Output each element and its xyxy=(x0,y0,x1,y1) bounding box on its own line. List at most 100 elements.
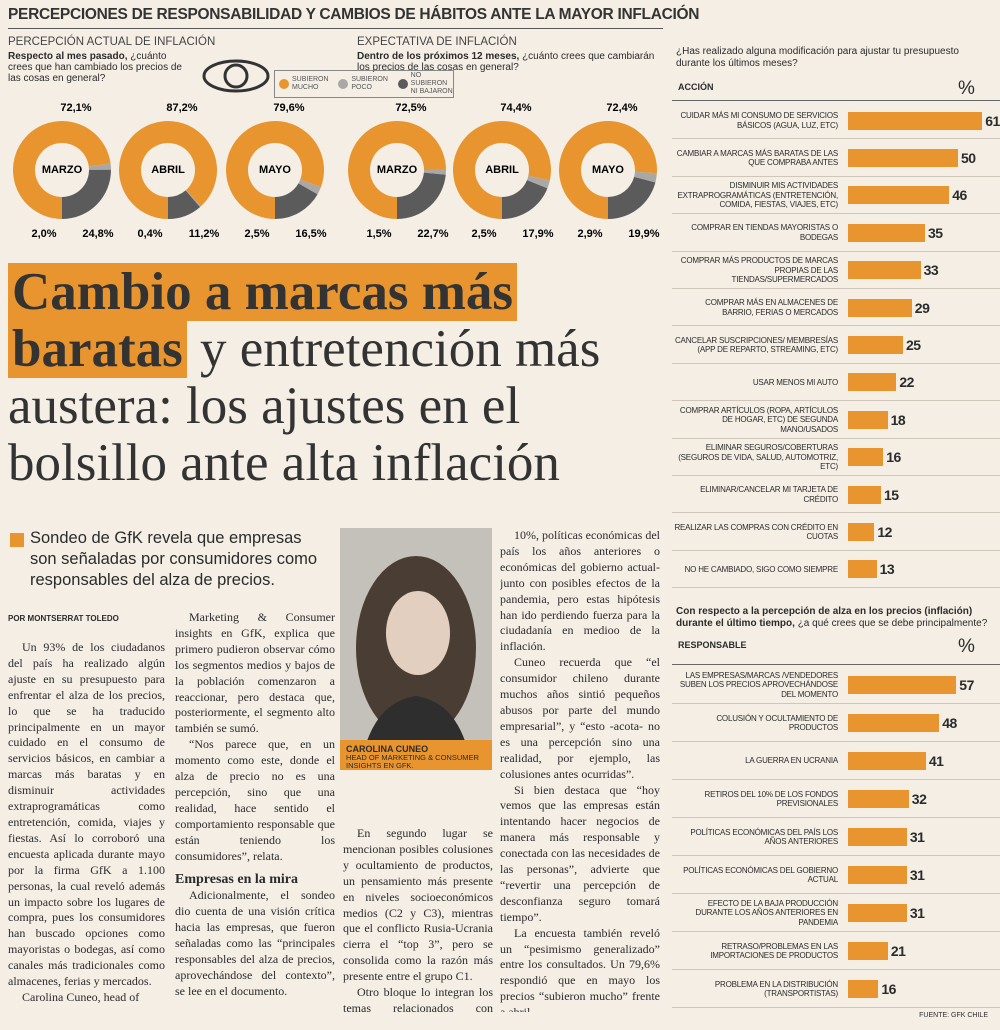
donut-value-label: 2,9% xyxy=(577,228,602,240)
legend-item: SUBIERON MUCHO xyxy=(279,76,334,92)
group-question: Dentro de los próximos 12 meses, ¿cuánto… xyxy=(357,51,667,73)
donut-center-label: MAYO xyxy=(259,164,291,176)
bar-label: LAS EMPRESAS/MARCAS /VENDEDORES SUBEN LO… xyxy=(679,670,838,699)
bar-label: DISMINUIR MIS ACTIVIDADES EXTRAPROGRAMÁT… xyxy=(677,181,838,210)
bar-value-label: 16 xyxy=(881,981,896,997)
bar-value-label: 21 xyxy=(890,943,906,959)
bar xyxy=(848,828,907,846)
bar-row: COLUSIÓN Y OCULTAMIENTO DE PRODUCTOS 48 xyxy=(672,704,1000,742)
bar-row: ELIMINAR SEGUROS/COBERTURAS (SEGUROS DE … xyxy=(672,439,1000,476)
donut-value-label: 22,7% xyxy=(417,228,448,240)
byline: POR MONTSERRAT TOLEDO xyxy=(8,614,119,623)
unit-header: % xyxy=(958,78,975,99)
bar-label: EFECTO DE LA BAJA PRODUCCIÓN DURANTE LOS… xyxy=(695,898,839,927)
donut-segment xyxy=(502,180,548,219)
paragraph: “Nos parece que, en un momento como este… xyxy=(175,737,335,863)
bar-row: PROBLEMA EN LA DISTRIBUCIÓN (TRANSPORTIS… xyxy=(672,970,1000,1008)
legend-swatch xyxy=(279,79,289,89)
bar-row: COMPRAR MÁS PRODUCTOS DE MARCAS PROPIAS … xyxy=(672,252,1000,289)
bar xyxy=(848,790,909,808)
donut-value-label: 24,8% xyxy=(82,228,113,240)
paragraph: Otro bloque lo integran los temas relaci… xyxy=(343,985,493,1012)
bar-row: ELIMINAR/CANCELAR MI TARJETA DE CRÉDITO 1… xyxy=(672,476,1000,514)
bar-row: CANCELAR SUSCRIPCIONES/ MEMBRESÍAS (APP … xyxy=(672,326,1000,364)
rule xyxy=(672,100,1000,101)
legend-item: NO SUBIERON NI BAJARON xyxy=(397,72,453,96)
bar-value-label: 48 xyxy=(942,715,957,731)
bar-label: CUIDAR MÁS MI CONSUMO DE SERVICIOS BÁSIC… xyxy=(680,111,838,130)
bar-label: CANCELAR SUSCRIPCIONES/ MEMBRESÍAS (APP … xyxy=(674,335,838,355)
legend: SUBIERON MUCHO SUBIERON POCO NO SUBIERON N… xyxy=(274,70,454,98)
bar xyxy=(848,410,888,429)
bar xyxy=(848,485,881,504)
source: FUENTE: GFK CHILE xyxy=(919,1012,988,1019)
bar-row: CAMBIAR A MARCAS MÁS BARATAS DE LAS QUE … xyxy=(672,139,1000,177)
bar xyxy=(848,866,907,884)
bar-row: COMPRAR MÁS EN ALMACENES DE BARRIO, FERI… xyxy=(672,289,1000,327)
donut-segment xyxy=(88,163,111,170)
paragraph: Adicionalmente, el sondeo dio cuenta de … xyxy=(175,888,335,998)
question-text: ¿cuánto crees que han cambiado los preci… xyxy=(8,51,182,84)
legend-label: NO SUBIERON NI BAJARON xyxy=(410,72,453,95)
paragraph: 10%, políticas económicas del país los a… xyxy=(500,528,660,654)
donut-value-label: 74,4% xyxy=(500,102,531,114)
paragraph: La encuesta también reveló un “pesimismo… xyxy=(500,925,660,1012)
donut-value-label: 87,2% xyxy=(166,102,197,114)
paragraph: Cuneo recuerda que “el consumidor chilen… xyxy=(500,655,660,781)
paragraph: Carolina Cuneo, head of xyxy=(22,989,140,1004)
bar-row: COMPRAR ARTÍCULOS (ROPA, ARTÍCULOS DE HO… xyxy=(672,401,1000,439)
bar xyxy=(848,752,926,770)
bar-value-label: 31 xyxy=(909,867,925,883)
donut-segment xyxy=(453,120,551,219)
donut-value-label: 72,5% xyxy=(395,102,426,114)
bar-row: POLÍTICAS ECONÓMICAS DEL GOBIERNO ACTUAL… xyxy=(672,856,1000,894)
donut-area: MARZO 72,1% 2,0% 24,8% ABRIL 87,2% 0,4% 11,2% MA… xyxy=(12,59,660,240)
bar-row: EFECTO DE LA BAJA PRODUCCIÓN DURANTE LOS… xyxy=(672,894,1000,932)
donut-center-label: MAYO xyxy=(592,164,624,176)
bar-row: USAR MENOS MI AUTO 22 xyxy=(672,364,1000,402)
bar xyxy=(848,261,921,280)
column-header: ACCIÓN xyxy=(678,82,714,92)
bar xyxy=(848,186,950,205)
bar-row: DISMINUIR MIS ACTIVIDADES EXTRAPROGRAMÁT… xyxy=(672,177,1000,215)
question-bold: Respecto al mes pasado, xyxy=(8,51,128,62)
bar-value-label: 41 xyxy=(928,753,944,769)
unit-header: % xyxy=(958,636,975,657)
bar-label: LA GUERRA EN UCRANIA xyxy=(745,756,838,766)
rule xyxy=(8,28,663,29)
group-title: PERCEPCIÓN ACTUAL DE INFLACIÓN xyxy=(8,36,216,48)
bar xyxy=(848,298,912,317)
donut-segment xyxy=(168,190,201,219)
donut-segment xyxy=(527,175,550,189)
bar-row: COMPRAR EN TIENDAS MAYORISTAS O BODEGAS 3… xyxy=(672,214,1000,252)
donut-value-label: 16,5% xyxy=(295,228,326,240)
text-column: Marketing & Consumer insights en GfK, ex… xyxy=(175,610,335,1012)
bar-label: USAR MENOS MI AUTO xyxy=(752,377,838,387)
group-title: EXPECTATIVA DE INFLACIÓN xyxy=(357,36,517,48)
donut-segment xyxy=(62,169,112,219)
donut-value-label: 1,5% xyxy=(366,228,391,240)
donut-segment xyxy=(634,171,657,183)
bar-row: LA GUERRA EN UCRANIA 41 xyxy=(672,742,1000,780)
donut-segment xyxy=(397,172,446,219)
donut-value-label: 11,2% xyxy=(189,228,220,240)
legend-label: SUBIERON POCO xyxy=(351,76,388,91)
donut-value-label: 19,9% xyxy=(628,228,659,240)
bar-label: ELIMINAR/CANCELAR MI TARJETA DE CRÉDITO xyxy=(700,485,838,504)
bar-value-label: 25 xyxy=(906,337,921,354)
bar-value-label: 32 xyxy=(911,791,927,807)
donut-segment xyxy=(298,179,321,195)
donut-value-label: 17,9% xyxy=(522,228,553,240)
bar-value-label: 35 xyxy=(928,224,943,241)
bar-row: CUIDAR MÁS MI CONSUMO DE SERVICIOS BÁSIC… xyxy=(672,102,1000,140)
caption-role: HEAD OF MARKETING & CONSUMER INSIGHTS EN… xyxy=(346,753,479,770)
donut-value-label: 72,1% xyxy=(60,102,91,114)
donut-center-label: ABRIL xyxy=(151,164,185,176)
bar xyxy=(848,676,957,694)
bar-row: POLÍTICAS ECONÓMICAS DEL PAÍS LOS AÑOS A… xyxy=(672,818,1000,856)
caption-name: CAROLINA CUNEO xyxy=(346,744,429,754)
bar xyxy=(848,560,877,579)
rule xyxy=(672,664,1000,665)
bar xyxy=(848,448,884,467)
donut-segment xyxy=(225,120,324,219)
